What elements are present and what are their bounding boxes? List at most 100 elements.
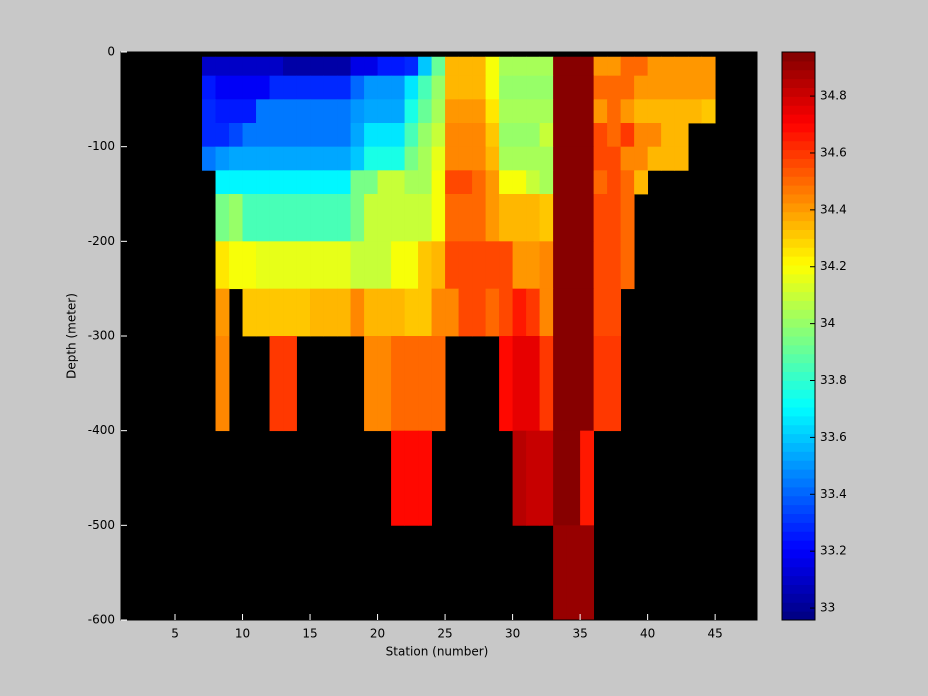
- colorbar-step: [782, 602, 815, 612]
- heatmap-cell: [553, 336, 568, 432]
- colorbar-step: [782, 495, 815, 506]
- heatmap-cell: [391, 56, 405, 77]
- heatmap-cell: [418, 288, 432, 337]
- heatmap-cell: [593, 288, 608, 337]
- heatmap-cell: [256, 75, 270, 100]
- y-tick-label: -200: [88, 234, 115, 248]
- heatmap-cell: [553, 170, 568, 195]
- heatmap-cell: [445, 241, 459, 290]
- colorbar-step: [782, 344, 815, 355]
- y-tick-label: -400: [88, 423, 115, 437]
- heatmap-cell: [526, 75, 540, 100]
- heatmap-cell: [215, 123, 230, 148]
- colorbar-step: [782, 380, 815, 390]
- heatmap-cell: [404, 241, 419, 290]
- heatmap-cell: [364, 194, 378, 242]
- heatmap-cell: [242, 99, 257, 124]
- heatmap-cell: [580, 241, 595, 290]
- colorbar-step: [782, 202, 815, 213]
- heatmap-cell: [539, 336, 554, 432]
- heatmap-cell: [337, 75, 351, 100]
- colorbar-step: [782, 584, 815, 594]
- heatmap-cell: [418, 430, 432, 526]
- heatmap-cell: [445, 194, 459, 242]
- heatmap-cell: [512, 241, 527, 290]
- heatmap-cell: [431, 56, 446, 77]
- heatmap-cell: [269, 123, 284, 148]
- heatmap-cell: [580, 123, 595, 148]
- heatmap-cell: [418, 146, 432, 171]
- heatmap-cell: [431, 194, 446, 242]
- heatmap-cell: [350, 241, 365, 290]
- heatmap-cell: [553, 525, 568, 621]
- heatmap-cell: [377, 170, 392, 195]
- colorbar-step: [782, 389, 815, 399]
- heatmap-cell: [445, 99, 459, 124]
- heatmap-cell: [310, 146, 324, 171]
- x-tick-label: 15: [302, 627, 317, 641]
- heatmap-cell: [377, 99, 392, 124]
- colorbar-step: [782, 407, 815, 417]
- heatmap-cell: [566, 241, 581, 290]
- heatmap-cell: [485, 99, 500, 124]
- heatmap-cell: [296, 75, 311, 100]
- heatmap-cell: [202, 123, 216, 148]
- heatmap-cell: [323, 75, 338, 100]
- heatmap-cell: [350, 146, 365, 171]
- heatmap-cell: [418, 241, 432, 290]
- colorbar-step: [782, 194, 815, 204]
- heatmap-cell: [445, 56, 459, 77]
- x-tick-label: 5: [171, 627, 179, 641]
- heatmap-cell: [269, 75, 284, 100]
- heatmap-cell: [526, 99, 540, 124]
- heatmap-cell: [512, 336, 527, 432]
- heatmap-cell: [526, 56, 540, 77]
- heatmap-cell: [674, 123, 689, 148]
- heatmap-cell: [593, 336, 608, 432]
- heatmap-cell: [647, 123, 662, 148]
- heatmap-cell: [485, 146, 500, 171]
- heatmap-cell: [472, 146, 486, 171]
- heatmap-cell: [526, 194, 540, 242]
- heatmap-cell: [499, 99, 513, 124]
- heatmap-cell: [458, 146, 473, 171]
- colorbar-step: [782, 247, 815, 257]
- heatmap-cell: [337, 56, 351, 77]
- colorbar-tick-label: 34.8: [820, 89, 847, 103]
- colorbar-tick-label: 34.2: [820, 259, 847, 273]
- heatmap-cell: [310, 56, 324, 77]
- heatmap-cell: [566, 75, 581, 100]
- heatmap-cell: [323, 56, 338, 77]
- heatmap-cell: [391, 75, 405, 100]
- colorbar-step: [782, 513, 815, 523]
- heatmap-cell: [391, 123, 405, 148]
- heatmap-cell: [688, 75, 703, 100]
- heatmap-cell: [296, 123, 311, 148]
- colorbar-step: [782, 566, 815, 577]
- heatmap-cell: [404, 336, 419, 432]
- colorbar-step: [782, 424, 815, 435]
- heatmap-cell: [526, 336, 540, 432]
- heatmap-cell: [391, 288, 405, 337]
- colorbar-step: [782, 362, 815, 372]
- heatmap-cell: [485, 194, 500, 242]
- heatmap-cell: [499, 194, 513, 242]
- heatmap-cell: [296, 56, 311, 77]
- x-tick-label: 20: [370, 627, 385, 641]
- colorbar-step: [782, 78, 815, 88]
- heatmap-cell: [431, 75, 446, 100]
- colorbar-step: [782, 318, 815, 328]
- heatmap-cell: [701, 99, 716, 124]
- heatmap-cell: [539, 56, 554, 77]
- heatmap-cell: [296, 146, 311, 171]
- colorbar-step: [782, 486, 815, 497]
- heatmap-cell: [404, 430, 419, 526]
- heatmap-cell: [634, 75, 649, 100]
- heatmap-cell: [418, 75, 432, 100]
- colorbar-tick-label: 33.8: [820, 373, 847, 387]
- heatmap-cell: [242, 56, 257, 77]
- heatmap-cell: [512, 146, 527, 171]
- heatmap-cell: [269, 99, 284, 124]
- heatmap-cell: [512, 288, 527, 337]
- heatmap-cell: [607, 241, 622, 290]
